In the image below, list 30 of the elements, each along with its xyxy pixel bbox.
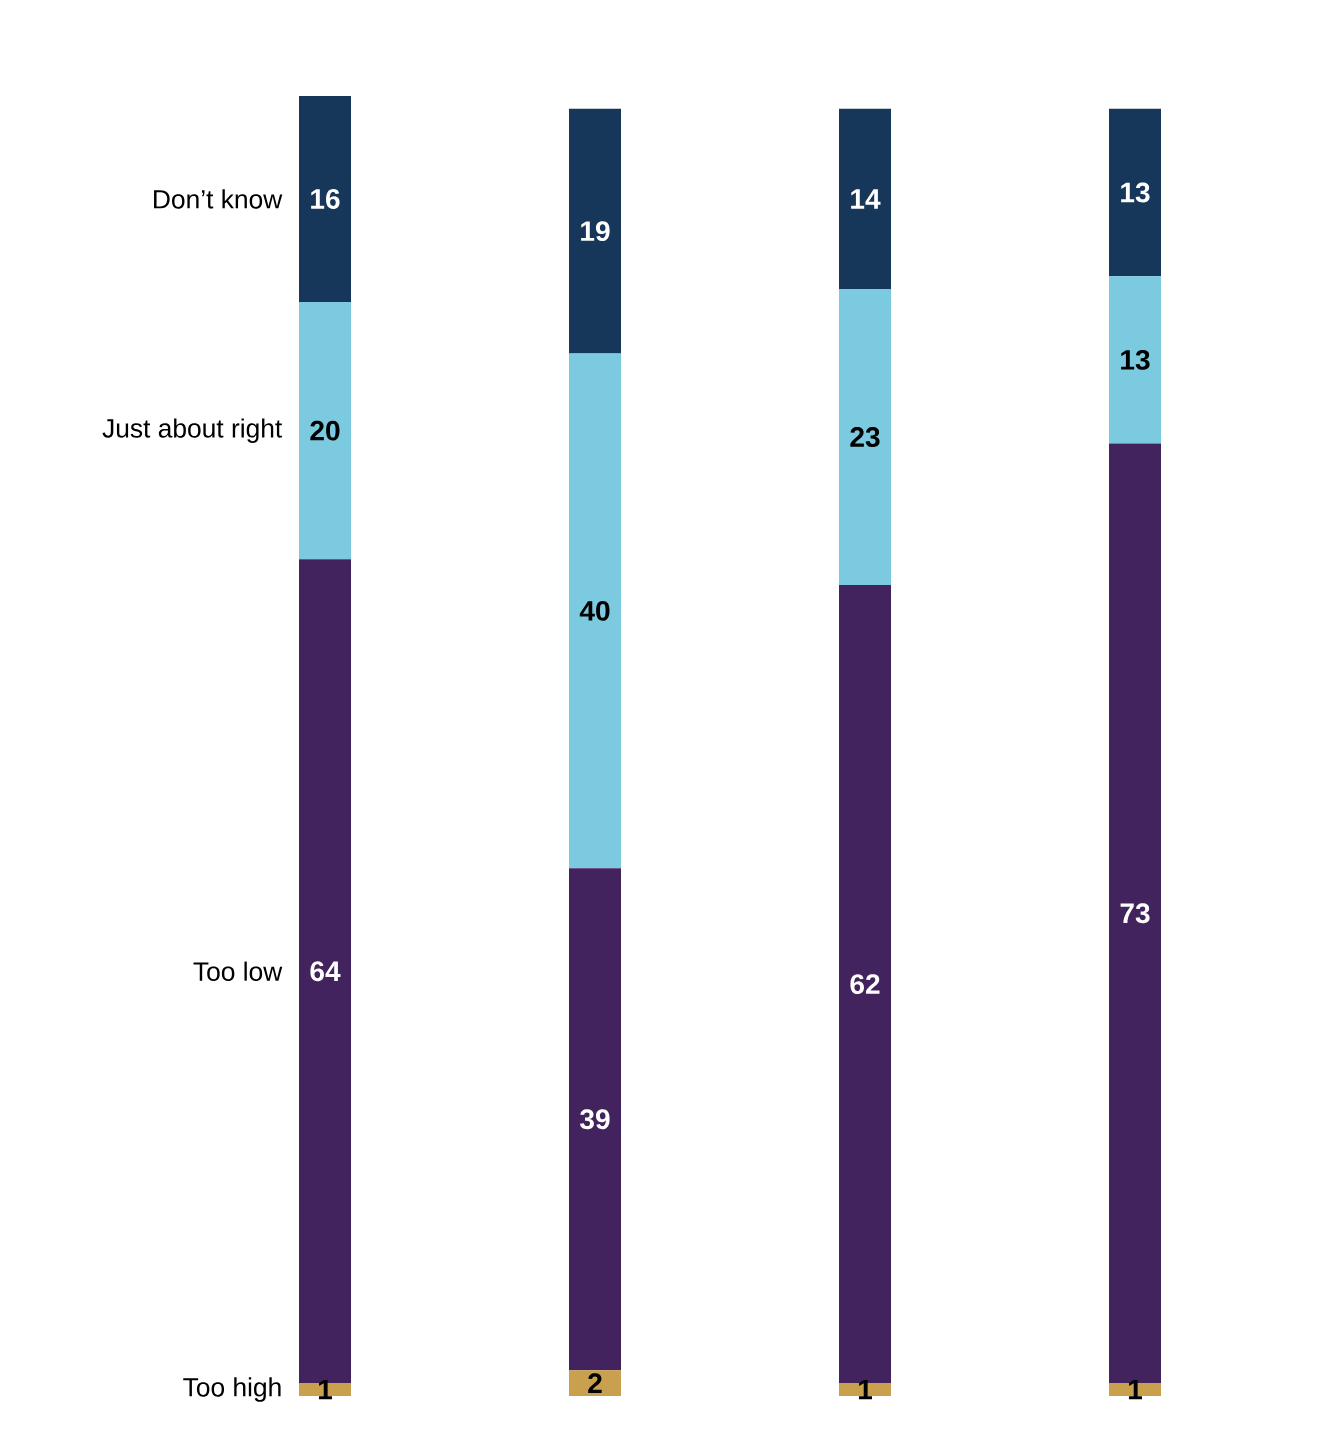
data-label: 19 — [581, 221, 610, 242]
data-label: 2 — [588, 1373, 602, 1393]
data-label: 39 — [580, 1109, 610, 1130]
data-label: 20 — [310, 420, 340, 441]
data-label: 1 — [858, 1379, 873, 1400]
series-label: Just about right — [102, 418, 283, 443]
data-label: 62 — [850, 974, 880, 995]
bar — [839, 108, 892, 290]
data-label: 23 — [850, 427, 880, 448]
bar — [569, 1370, 622, 1396]
bar — [299, 95, 352, 302]
bar — [839, 289, 892, 586]
bar — [299, 301, 352, 560]
bar — [1109, 276, 1162, 444]
data-label: 13 — [1121, 182, 1150, 203]
data-label: 1 — [318, 1379, 333, 1400]
data-label: 1 — [1128, 1379, 1143, 1400]
bar — [1109, 108, 1162, 277]
data-label: 73 — [1120, 903, 1150, 924]
data-label: 14 — [851, 189, 881, 209]
bar — [569, 353, 622, 869]
data-label: 16 — [311, 189, 340, 209]
data-label: 64 — [310, 961, 341, 982]
bar — [569, 868, 622, 1371]
data-label: 13 — [1121, 349, 1150, 370]
series-label: Don’t know — [154, 189, 283, 209]
bar — [569, 108, 622, 354]
series-label: Too low — [193, 961, 283, 981]
data-label: 40 — [579, 600, 610, 621]
series-label: Too high — [183, 1377, 281, 1402]
